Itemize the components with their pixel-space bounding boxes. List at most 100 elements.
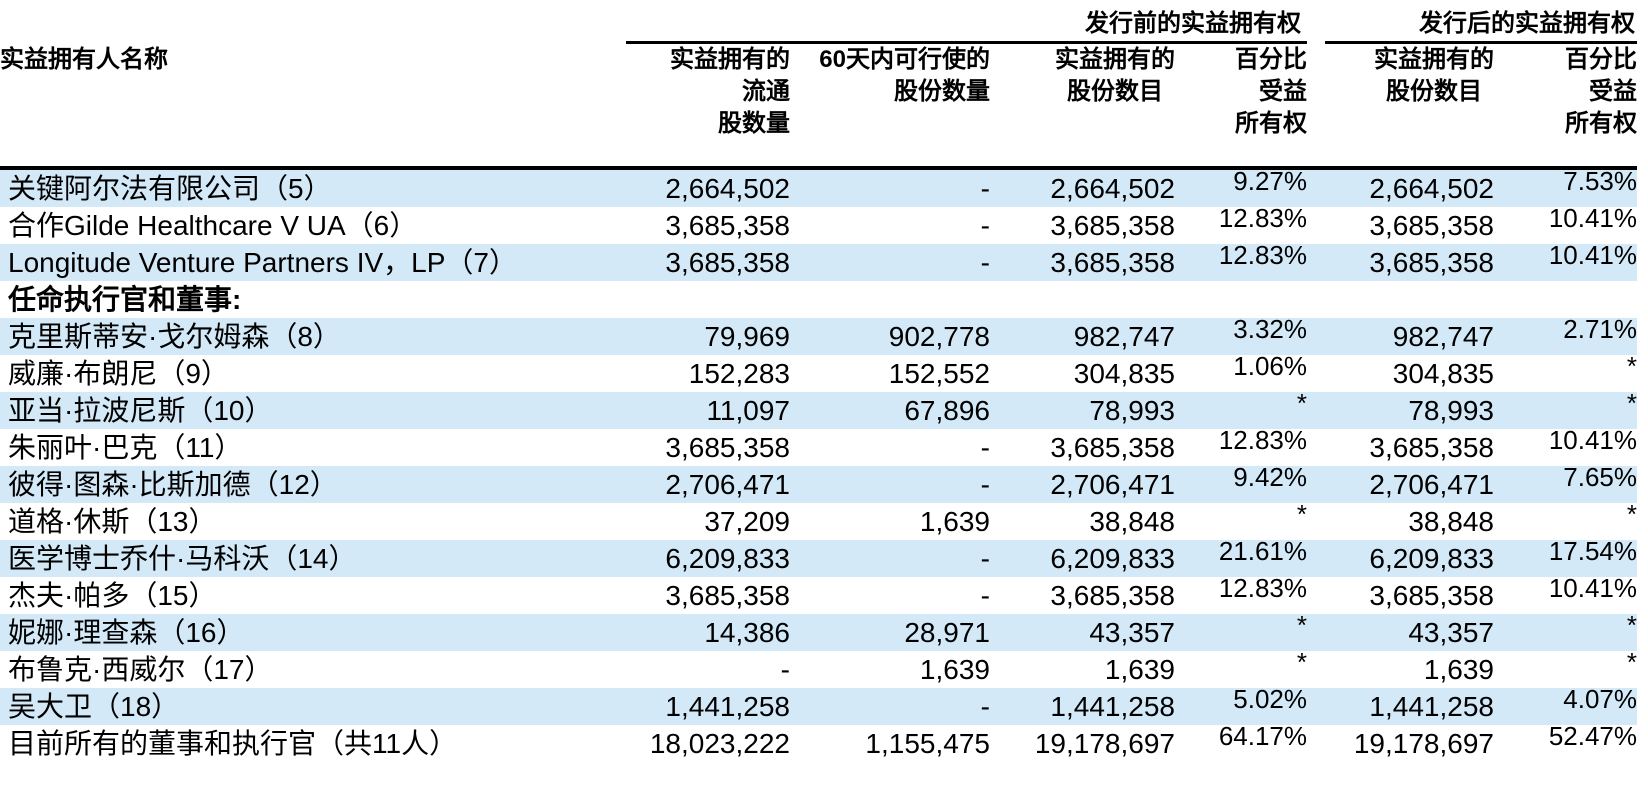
share-count-cell: 1,441,258 — [665, 690, 790, 722]
percent-ownership-cell: 64.17% — [1218, 720, 1307, 751]
share-count-cell: 43,357 — [1089, 616, 1175, 648]
table-row: 布鲁克·西威尔（17） - 1,639 1,639 * 1,639 * — [0, 646, 1637, 688]
share-count-cell: 38,848 — [1089, 505, 1175, 537]
table-row: 亚当·拉波尼斯（10） 11,097 67,896 78,993 * 78,993 * — [0, 387, 1637, 429]
share-count-cell: 2,664,502 — [1050, 172, 1175, 204]
owner-name-cell: 医学博士乔什·马科沃（14） — [8, 542, 357, 574]
section-header-row: 任命执行官和董事: — [0, 281, 1637, 318]
owner-name-cell: 目前所有的董事和执行官（共11人） — [8, 727, 458, 759]
column-header-shares-owned-before: 实益拥有的 股份数目 — [990, 44, 1175, 170]
share-count-cell: 19,178,697 — [1034, 727, 1175, 759]
share-count-cell: 3,685,358 — [1050, 246, 1175, 278]
percent-ownership-cell: 3.32% — [1233, 313, 1307, 344]
percent-ownership-cell: * — [1296, 387, 1307, 418]
owner-name-cell: 任命执行官和董事: — [8, 283, 242, 315]
share-count-cell: 1,639 — [919, 505, 990, 537]
percent-ownership-cell: 10.41% — [1548, 424, 1637, 455]
table-row: 吴大卫（18） 1,441,258 - 1,441,258 5.02% 1,441,258… — [0, 684, 1637, 725]
share-count-cell: 1,639 — [1104, 653, 1175, 685]
percent-ownership-cell: 12.83% — [1218, 239, 1307, 270]
owner-name-cell: 杰夫·帕多（15） — [8, 579, 217, 611]
table-row: 关键阿尔法有限公司（5） 2,664,502 - 2,664,502 9.27% 2,66… — [0, 165, 1637, 207]
percent-ownership-cell: 10.41% — [1548, 202, 1637, 233]
share-count-cell: 3,685,358 — [1050, 209, 1175, 241]
percent-ownership-cell: 17.54% — [1548, 535, 1637, 566]
percent-ownership-cell: 12.83% — [1218, 424, 1307, 455]
share-count-cell: 3,685,358 — [1050, 431, 1175, 463]
percent-ownership-cell: * — [1626, 498, 1637, 529]
share-count-cell: 78,993 — [1408, 394, 1494, 426]
share-count-cell: 304,835 — [1073, 357, 1175, 389]
group-header-before-label: 发行前的实益拥有权 — [626, 4, 1307, 44]
percent-ownership-cell: 12.83% — [1218, 202, 1307, 233]
share-count-cell: 3,685,358 — [665, 209, 790, 241]
table-row: 彼得·图森·比斯加德（12） 2,706,471 - 2,706,471 9.42% 2,… — [0, 461, 1637, 503]
share-count-cell: 3,685,358 — [1369, 209, 1494, 241]
percent-ownership-cell: * — [1296, 646, 1307, 677]
share-count-cell: 3,685,358 — [1050, 579, 1175, 611]
share-count-cell: 3,685,358 — [665, 579, 790, 611]
share-count-cell: - — [980, 542, 990, 574]
percent-ownership-cell: 1.06% — [1233, 350, 1307, 381]
share-count-cell: 982,747 — [1073, 320, 1175, 352]
share-count-cell: 37,209 — [704, 505, 790, 537]
share-count-cell: - — [980, 431, 990, 463]
percent-ownership-cell: 7.65% — [1563, 461, 1637, 492]
share-count-cell: 19,178,697 — [1353, 727, 1494, 759]
share-count-cell — [990, 281, 1175, 318]
share-count-cell: - — [980, 246, 990, 278]
share-count-cell: - — [980, 209, 990, 241]
share-count-cell: 2,706,471 — [1369, 468, 1494, 500]
percent-ownership-cell: * — [1626, 350, 1637, 381]
owner-name-cell: 道格·休斯（13） — [8, 505, 217, 537]
group-header-after-offering: 发行后的实益拥有权 — [1307, 4, 1637, 44]
percent-ownership-cell: 10.41% — [1548, 239, 1637, 270]
share-count-cell: 79,969 — [704, 320, 790, 352]
share-count-cell: 2,664,502 — [1369, 172, 1494, 204]
owner-name-cell: 威廉·布朗尼（9） — [8, 357, 229, 389]
owner-name-cell: 吴大卫（18） — [8, 690, 180, 722]
column-header-exercisable-60-days: 60天内可行使的 股份数量 — [790, 44, 990, 170]
percent-ownership-cell: 7.53% — [1563, 165, 1637, 196]
table-head: 发行前的实益拥有权 发行后的实益拥有权 实益拥有人名称 实益拥有的 流通 股数量… — [0, 4, 1637, 170]
owner-name-cell: 合作Gilde Healthcare V UA（6） — [8, 209, 418, 241]
share-count-cell: - — [780, 653, 790, 685]
share-count-cell: 3,685,358 — [1369, 431, 1494, 463]
share-count-cell: 14,386 — [704, 616, 790, 648]
share-count-cell: 78,993 — [1089, 394, 1175, 426]
table-row: 合作Gilde Healthcare V UA（6） 3,685,358 - 3,68… — [0, 202, 1637, 244]
share-count-cell: - — [980, 468, 990, 500]
percent-ownership-cell: * — [1296, 609, 1307, 640]
share-count-cell: 6,209,833 — [1050, 542, 1175, 574]
share-count-cell: 67,896 — [904, 394, 990, 426]
share-count-cell: 1,155,475 — [865, 727, 990, 759]
share-count-cell: 38,848 — [1408, 505, 1494, 537]
share-count-cell: 152,552 — [888, 357, 990, 389]
group-header-row: 发行前的实益拥有权 发行后的实益拥有权 — [0, 4, 1637, 44]
percent-ownership-cell: 9.27% — [1233, 165, 1307, 196]
share-count-cell: 1,639 — [919, 653, 990, 685]
ownership-table: 发行前的实益拥有权 发行后的实益拥有权 实益拥有人名称 实益拥有的 流通 股数量… — [0, 4, 1637, 762]
percent-ownership-cell — [1494, 281, 1637, 318]
table-row: 妮娜·理查森（16） 14,386 28,971 43,357 * 43,357 * — [0, 609, 1637, 651]
share-count-cell: 3,685,358 — [665, 431, 790, 463]
percent-ownership-cell: 9.42% — [1233, 461, 1307, 492]
group-header-after-label: 发行后的实益拥有权 — [1325, 4, 1637, 44]
owner-name-cell: 妮娜·理查森（16） — [8, 616, 245, 648]
table-row: 目前所有的董事和执行官（共11人） 18,023,222 1,155,475 19,1… — [0, 720, 1637, 762]
share-count-cell — [790, 281, 990, 318]
share-count-cell: 1,441,258 — [1369, 690, 1494, 722]
table-row: 道格·休斯（13） 37,209 1,639 38,848 * 38,848 * — [0, 498, 1637, 540]
share-count-cell: 1,441,258 — [1050, 690, 1175, 722]
percent-ownership-cell: 52.47% — [1548, 720, 1637, 751]
share-count-cell: 902,778 — [888, 320, 990, 352]
share-count-cell: 3,685,358 — [1369, 246, 1494, 278]
column-header-shares-owned-after: 实益拥有的 股份数目 — [1307, 44, 1494, 170]
share-count-cell: 11,097 — [706, 394, 790, 426]
share-count-cell: 982,747 — [1392, 320, 1494, 352]
owner-name-cell: 关键阿尔法有限公司（5） — [8, 172, 332, 204]
column-header-percent-before: 百分比 受益 所有权 — [1175, 44, 1307, 170]
column-header-percent-after: 百分比 受益 所有权 — [1494, 44, 1637, 170]
percent-ownership-cell: * — [1626, 609, 1637, 640]
